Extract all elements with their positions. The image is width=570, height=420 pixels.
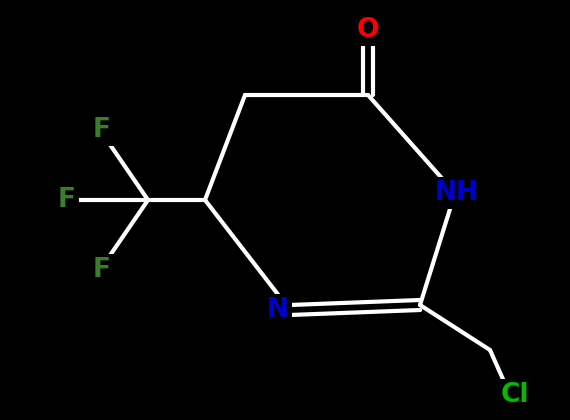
Text: N: N xyxy=(267,297,289,323)
Text: NH: NH xyxy=(435,180,479,206)
Text: F: F xyxy=(58,187,76,213)
Text: Cl: Cl xyxy=(501,382,530,408)
Text: F: F xyxy=(93,117,111,143)
Text: O: O xyxy=(357,17,379,43)
Text: F: F xyxy=(93,257,111,283)
